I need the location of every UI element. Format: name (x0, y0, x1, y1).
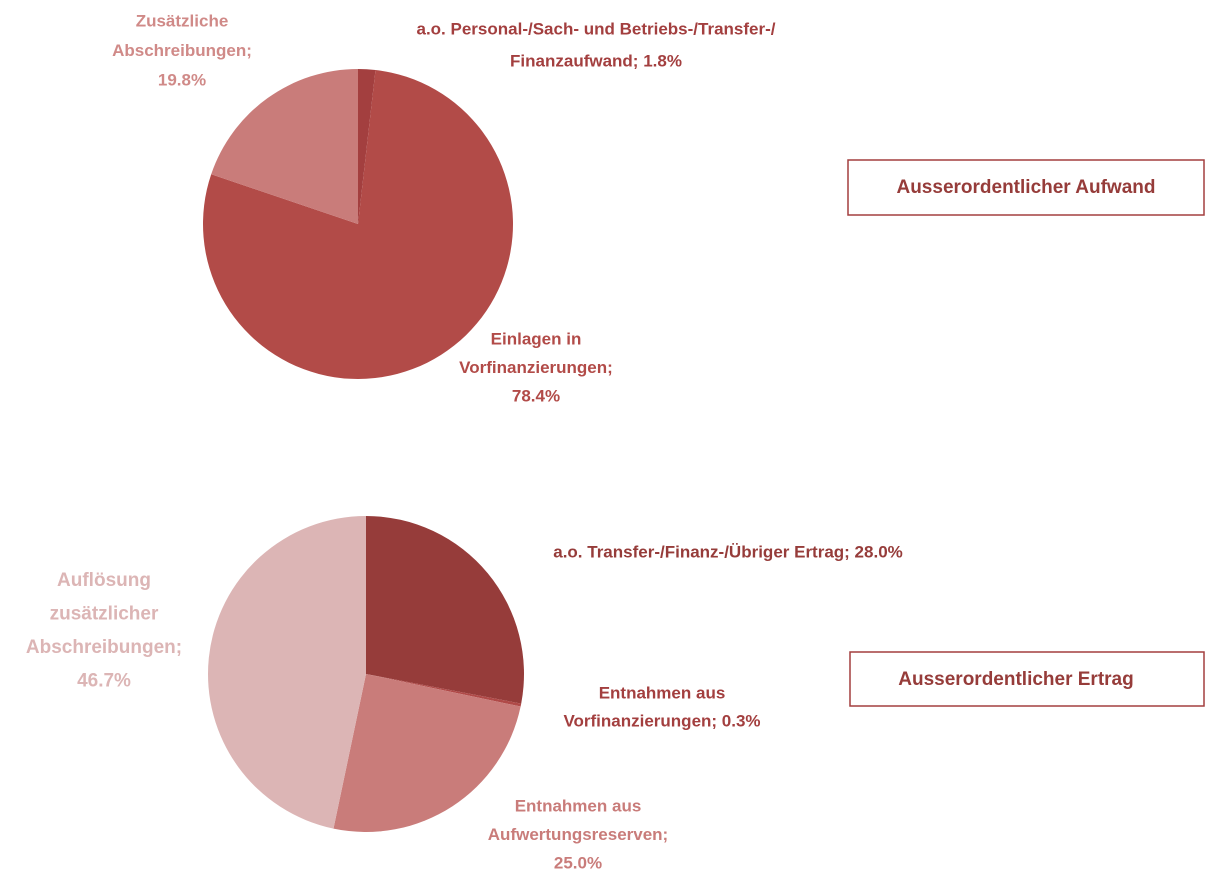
pie-slice (208, 516, 366, 829)
chart-title: Ausserordentlicher Aufwand (896, 177, 1155, 198)
slice-label: Vorfinanzierungen; (459, 358, 613, 377)
slice-label: Abschreibungen; (112, 41, 252, 60)
pie-slice (358, 69, 376, 224)
pie-slice (211, 68, 358, 224)
slice-label: Finanzaufwand; 1.8% (510, 51, 682, 70)
slice-label: 46.7% (77, 671, 131, 692)
pie-slice (366, 674, 522, 707)
slice-label: 78.4% (512, 386, 560, 405)
slice-label: Auflösung (57, 570, 151, 591)
slice-label: a.o. Transfer-/Finanz-/Übriger Ertrag; 2… (553, 542, 903, 561)
slice-label: Abschreibungen; (26, 637, 182, 658)
pie-slice (203, 69, 513, 380)
slice-label: zusätzlicher (50, 604, 159, 625)
slice-label: 25.0% (554, 853, 602, 872)
pie-slice (333, 674, 521, 832)
title-box (849, 651, 1205, 707)
slice-label: Entnahmen aus (599, 683, 726, 702)
slice-label: Zusätzliche (136, 11, 229, 30)
slice-label: a.o. Personal-/Sach- und Betriebs-/Trans… (417, 19, 776, 38)
slice-label: Entnahmen aus (515, 796, 642, 815)
title-box (847, 159, 1205, 216)
pie-slice (366, 516, 525, 704)
slice-label: Vorfinanzierungen; 0.3% (563, 711, 760, 730)
slice-label: Einlagen in (491, 329, 582, 348)
chart-title: Ausserordentlicher Ertrag (898, 669, 1133, 690)
slice-label: 19.8% (158, 70, 206, 89)
slice-label: Aufwertungsreserven; (488, 825, 668, 844)
